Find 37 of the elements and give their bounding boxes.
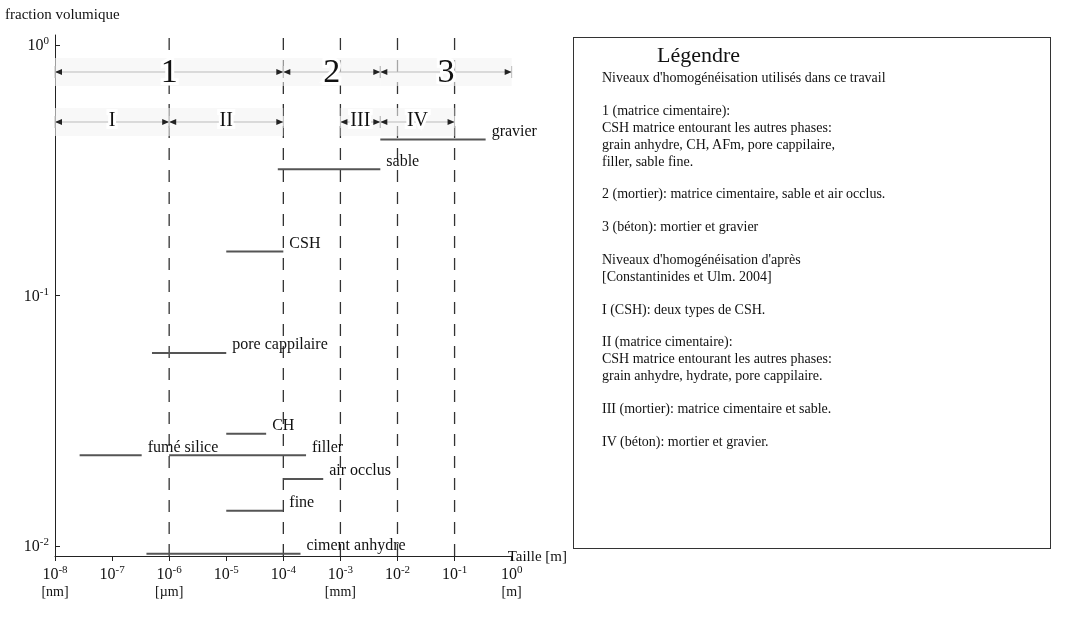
x-tick-label: 10$^{-2}$	[384, 563, 411, 582]
band-label: 3	[437, 52, 455, 89]
text: 2 (mortier): matrice cimentaire, sable et air occlus.	[602, 186, 887, 204]
band-label: IV	[406, 108, 429, 130]
series-label: sable	[386, 151, 420, 169]
series-label: air occlus	[329, 461, 391, 479]
band-label: 2	[323, 52, 341, 89]
text: III (mortier): matrice cimentaire et sable.	[602, 400, 833, 418]
text: IV (béton): mortier et gravier.	[602, 433, 770, 451]
series-label: fine	[289, 493, 315, 511]
series-label: CSH	[289, 234, 321, 251]
text: Niveaux d'homogénéisation d'après [Constantinides et Ulm. 2004]	[602, 251, 802, 286]
x-tick-label: 10$^{-7}$	[99, 563, 126, 582]
y-tick-label: 10$^{-2}$	[23, 534, 49, 554]
band-label: 1	[160, 52, 178, 89]
x-tick-label: 10$^{-5}$	[213, 563, 240, 582]
text: Niveaux d'homogénéisation utilisés dans ce travail	[602, 70, 887, 88]
band-label: III	[350, 108, 371, 130]
y-tick-label: 10$^{0}$	[27, 34, 50, 54]
text: II (matrice cimentaire): CSH matrice entourant les autres phases: grain anhydre, hydrate, pore cappilaire.	[602, 334, 833, 385]
x-tick-label: 10$^{-4}$	[270, 563, 297, 582]
series-label: pore cappilaire	[232, 335, 328, 354]
x-tick-label: 10$^{-1}$	[441, 563, 468, 582]
series-label: CH	[272, 416, 295, 434]
series-label: ciment anhydre	[306, 536, 406, 555]
series-label: filler	[312, 437, 344, 455]
text: Légendre	[657, 42, 742, 69]
band-label: II	[219, 108, 233, 130]
text: 1 (matrice cimentaire): CSH matrice entourant les autres phases: grain anhydre, CH, AFm, pore cappilaire, filler, sable fine.	[602, 103, 836, 171]
series-label: gravier	[491, 122, 538, 141]
y-tick-label: 10$^{-1}$	[23, 284, 49, 304]
y-axis-title: fraction volumique	[5, 5, 120, 22]
text: I (CSH): deux types de CSH.	[602, 301, 767, 319]
x-axis-title: Taille [m]	[507, 548, 567, 564]
text: 3 (béton): mortier et gravier	[602, 219, 760, 236]
series-label: fumé silice	[147, 437, 219, 455]
band-label: I	[108, 108, 116, 130]
